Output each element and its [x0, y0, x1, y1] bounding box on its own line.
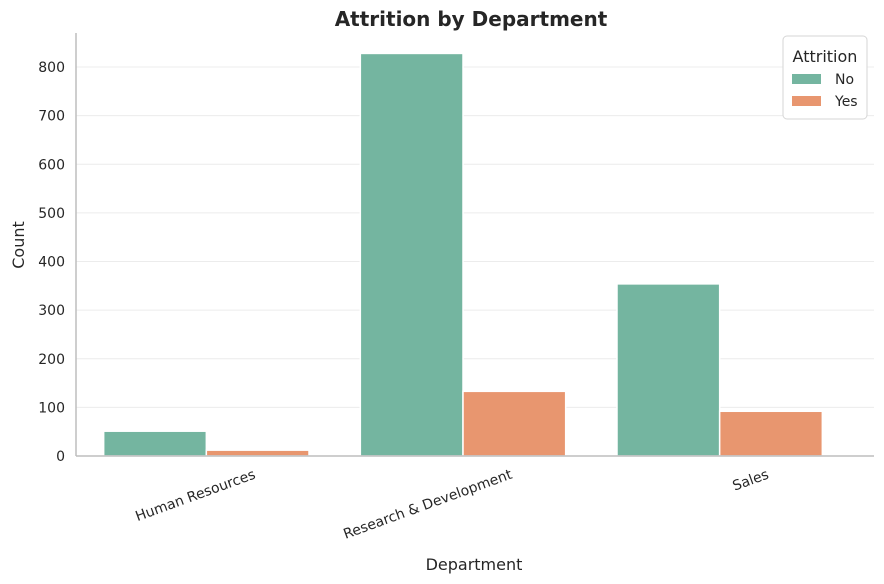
legend-label-no: No: [835, 72, 854, 88]
x-axis-title: Department: [426, 555, 523, 574]
y-tick-label: 700: [38, 109, 65, 125]
y-tick-label: 800: [38, 60, 65, 76]
bar-yes-1: [462, 390, 567, 457]
bar-yes-2: [718, 410, 824, 457]
y-tick-label: 600: [38, 157, 65, 173]
bar-no-2: [616, 283, 721, 457]
chart-title: Attrition by Department: [335, 7, 608, 31]
legend-label-yes: Yes: [834, 94, 858, 110]
y-axis-title: Count: [9, 221, 28, 269]
bars: [102, 52, 824, 457]
legend-swatch-yes: [792, 96, 821, 106]
y-tick-label: 0: [56, 449, 65, 465]
bar-no-0: [102, 430, 208, 457]
y-tick-label: 300: [38, 303, 65, 319]
y-tick-label: 100: [38, 400, 65, 416]
legend-items: No Yes: [792, 72, 858, 110]
gridlines: [76, 66, 874, 408]
y-tick-label: 200: [38, 352, 65, 368]
legend-swatch-no: [792, 74, 821, 84]
y-tick-label: 400: [38, 255, 65, 271]
y-tick-labels: 0 100 200 300 400 500 600 700 800: [38, 60, 65, 465]
legend-title: Attrition: [793, 47, 858, 66]
y-tick-label: 500: [38, 206, 65, 222]
bar-yes-0: [205, 449, 310, 457]
legend: Attrition No Yes: [782, 35, 868, 120]
bar-no-1: [359, 52, 464, 457]
